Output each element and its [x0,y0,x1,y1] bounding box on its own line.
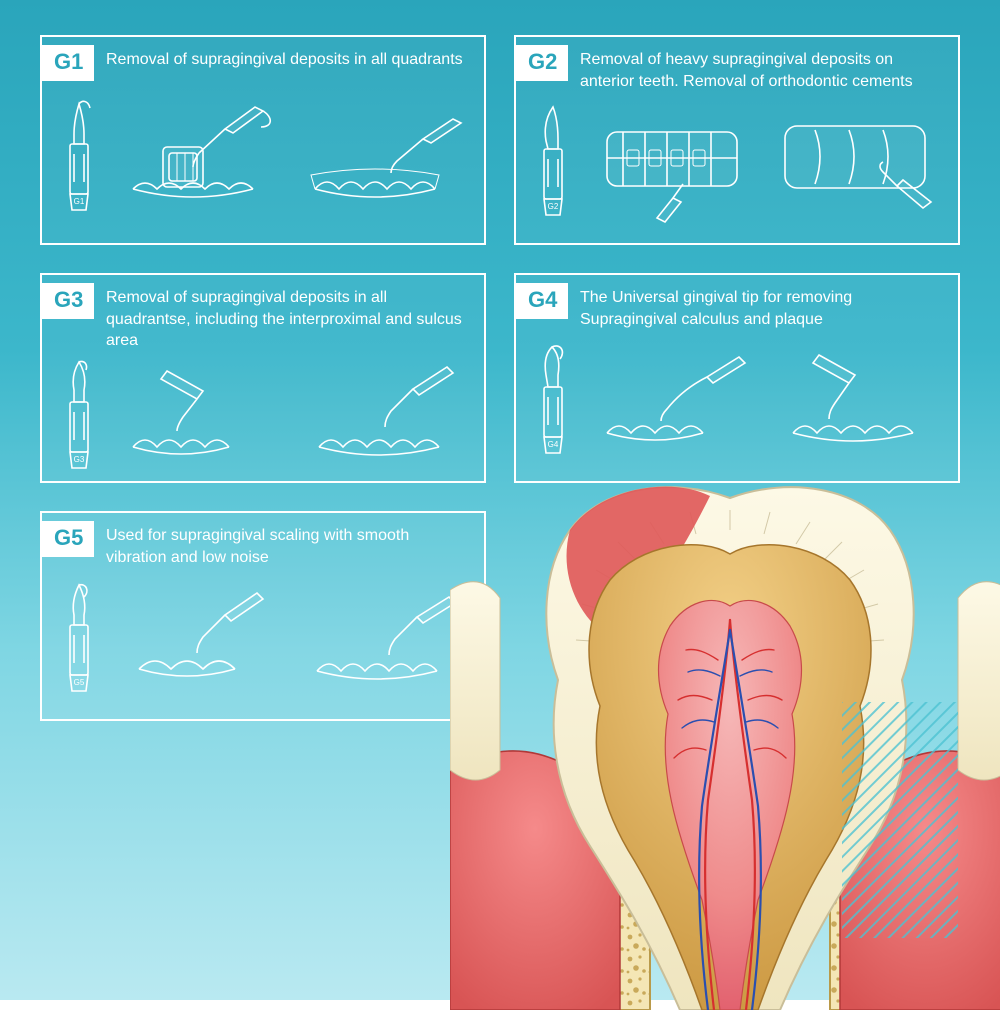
hatch-overlay [842,702,958,938]
scaler-tip-icon-g1: G1 [52,98,106,223]
card-g1: G1 Removal of supragingival deposits in … [40,35,486,245]
tip-label-g4: G4 [548,440,559,449]
desc-g1: Removal of supragingival deposits in all… [106,45,463,71]
illustration-g5-a [106,587,290,697]
card-g2: G2 Removal of heavy supragingival deposi… [514,35,960,245]
illustration-g3-b [290,363,474,473]
tip-label-g2: G2 [548,202,559,211]
badge-g4: G4 [516,283,568,319]
tip-label-g1: G1 [74,197,85,206]
illustration-g5-b [290,587,474,697]
illustration-g4-a [580,349,764,459]
scaler-tip-icon-g4: G4 [526,341,580,466]
desc-g4: The Universal gingival tip for removing … [580,283,944,330]
desc-g5: Used for supragingival scaling with smoo… [106,521,470,568]
illustration-g1-a [106,105,290,215]
tip-label-g3: G3 [74,455,85,464]
tooth-anatomy-illustration [450,470,1000,1010]
card-g4: G4 The Universal gingival tip for removi… [514,273,960,483]
illustration-g4-b [764,349,948,459]
desc-g2: Removal of heavy supragingival deposits … [580,45,944,92]
scaler-tip-icon-g5: G5 [52,579,106,704]
badge-g2: G2 [516,45,568,81]
scaler-tip-icon-g2: G2 [526,103,580,228]
illustration-g2-a [580,106,764,226]
illustration-g1-b [290,105,474,215]
badge-g3: G3 [42,283,94,319]
badge-g1: G1 [42,45,94,81]
card-g5: G5 Used for supragingival scaling with s… [40,511,486,721]
illustration-g3-a [106,363,290,473]
card-g3: G3 Removal of supragingival deposits in … [40,273,486,483]
badge-g5: G5 [42,521,94,557]
illustration-g2-b [764,106,948,226]
scaler-tip-icon-g3: G3 [52,356,106,481]
tip-label-g5: G5 [74,678,85,687]
desc-g3: Removal of supragingival deposits in all… [106,283,470,352]
